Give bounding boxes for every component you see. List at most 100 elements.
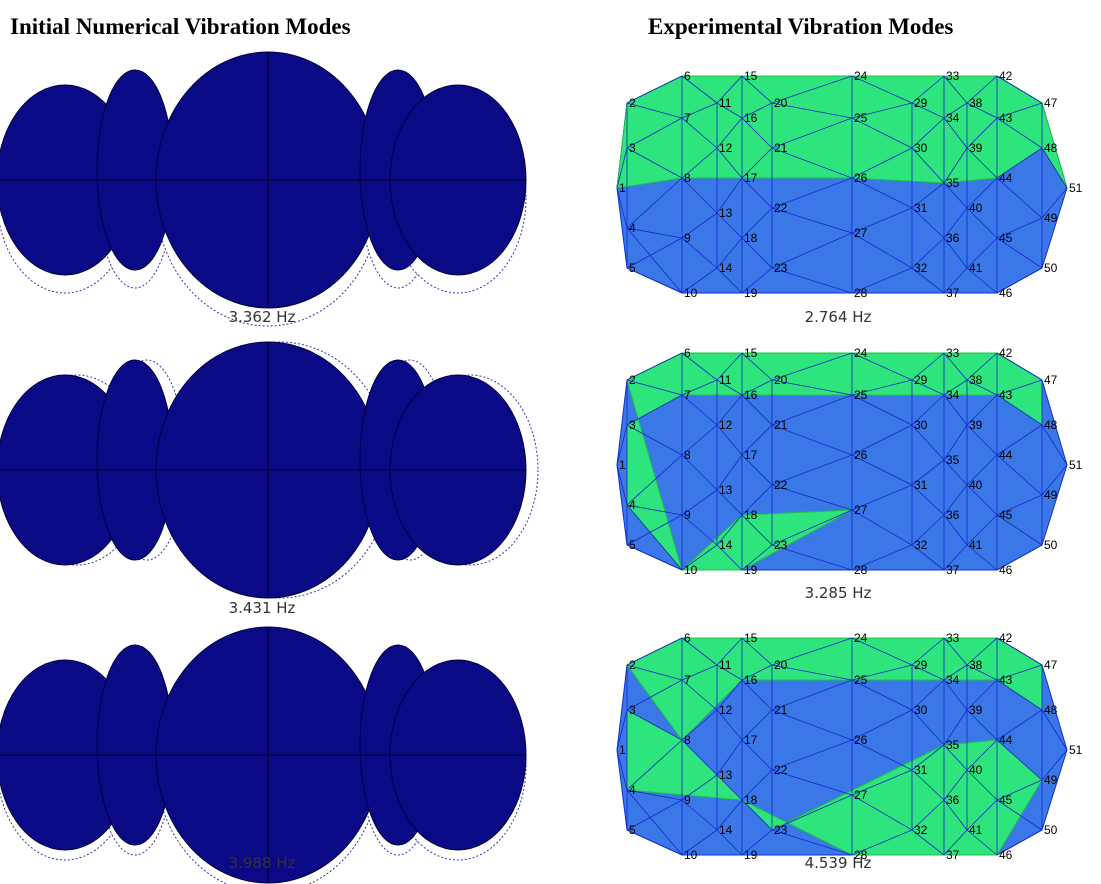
node-label: 4: [629, 221, 636, 235]
node-label: 7: [684, 673, 691, 687]
node-label: 49: [1044, 773, 1058, 787]
node-label: 43: [999, 111, 1013, 125]
node-label: 5: [629, 823, 636, 837]
node-label: 40: [969, 201, 983, 215]
node-label: 8: [684, 733, 691, 747]
node-label: 31: [914, 478, 928, 492]
node-label: 36: [946, 793, 960, 807]
node-label: 16: [744, 111, 758, 125]
node-label: 6: [684, 346, 691, 360]
node-label: 30: [914, 141, 928, 155]
node-label: 38: [969, 96, 983, 110]
node-label: 10: [684, 286, 698, 300]
node-label: 15: [744, 631, 758, 645]
node-label: 47: [1044, 96, 1058, 110]
node-label: 10: [684, 848, 698, 862]
experimental-panel: 1234567891011121314151617181920212223242…: [617, 631, 1083, 862]
frequency-label: 3.362 Hz: [229, 308, 296, 326]
node-label: 30: [914, 418, 928, 432]
node-label: 42: [999, 631, 1013, 645]
node-label: 7: [684, 111, 691, 125]
experimental-panel: 1234567891011121314151617181920212223242…: [617, 346, 1083, 577]
node-label: 34: [946, 388, 960, 402]
node-label: 46: [999, 286, 1013, 300]
node-label: 34: [946, 111, 960, 125]
node-label: 3: [629, 141, 636, 155]
node-label: 24: [854, 631, 868, 645]
node-label: 44: [999, 733, 1013, 747]
node-label: 9: [684, 793, 691, 807]
node-label: 51: [1069, 458, 1083, 472]
node-label: 15: [744, 69, 758, 83]
node-label: 23: [774, 538, 788, 552]
node-label: 19: [744, 563, 758, 577]
node-label: 41: [969, 538, 983, 552]
node-label: 4: [629, 498, 636, 512]
node-label: 9: [684, 231, 691, 245]
panels: 3.362 Hz3.431 Hz3.988 Hz1234567891011121…: [0, 0, 1101, 884]
node-label: 36: [946, 508, 960, 522]
node-label: 50: [1044, 538, 1058, 552]
node-label: 4: [629, 783, 636, 797]
node-label: 31: [914, 201, 928, 215]
node-label: 25: [854, 111, 868, 125]
node-label: 26: [854, 733, 868, 747]
node-label: 18: [744, 231, 758, 245]
node-label: 18: [744, 508, 758, 522]
node-label: 38: [969, 658, 983, 672]
node-label: 12: [719, 141, 733, 155]
node-label: 45: [999, 793, 1013, 807]
numerical-panel: [0, 627, 526, 884]
node-label: 6: [684, 631, 691, 645]
node-label: 47: [1044, 373, 1058, 387]
node-label: 11: [719, 96, 732, 110]
node-label: 29: [914, 373, 928, 387]
node-label: 20: [774, 373, 788, 387]
node-label: 16: [744, 388, 758, 402]
node-label: 37: [946, 286, 960, 300]
node-label: 19: [744, 286, 758, 300]
node-label: 32: [914, 261, 928, 275]
node-label: 23: [774, 823, 788, 837]
node-label: 1: [619, 743, 626, 757]
node-label: 11: [719, 658, 732, 672]
node-label: 50: [1044, 261, 1058, 275]
node-label: 22: [774, 478, 788, 492]
node-label: 16: [744, 673, 758, 687]
node-label: 15: [744, 346, 758, 360]
node-label: 32: [914, 538, 928, 552]
numerical-panel: [0, 342, 538, 598]
node-label: 12: [719, 418, 733, 432]
node-label: 7: [684, 388, 691, 402]
node-label: 40: [969, 763, 983, 777]
numerical-panel: [0, 52, 526, 326]
node-label: 49: [1044, 488, 1058, 502]
experimental-panel: 1234567891011121314151617181920212223242…: [617, 69, 1083, 300]
node-label: 46: [999, 563, 1013, 577]
node-label: 34: [946, 673, 960, 687]
node-label: 33: [946, 631, 960, 645]
node-label: 17: [744, 448, 758, 462]
node-label: 26: [854, 171, 868, 185]
node-label: 14: [719, 261, 733, 275]
node-label: 48: [1044, 141, 1058, 155]
node-label: 44: [999, 171, 1013, 185]
figure: Initial Numerical Vibration Modes Experi…: [0, 0, 1101, 884]
node-label: 28: [854, 563, 868, 577]
node-label: 33: [946, 346, 960, 360]
node-label: 33: [946, 69, 960, 83]
node-label: 17: [744, 733, 758, 747]
frequency-label: 3.285 Hz: [805, 584, 872, 602]
node-label: 2: [629, 96, 636, 110]
node-label: 31: [914, 763, 928, 777]
node-label: 14: [719, 538, 733, 552]
node-label: 40: [969, 478, 983, 492]
frequency-label: 3.431 Hz: [229, 599, 296, 617]
node-label: 47: [1044, 658, 1058, 672]
node-label: 2: [629, 373, 636, 387]
node-label: 46: [999, 848, 1013, 862]
node-label: 36: [946, 231, 960, 245]
node-label: 10: [684, 563, 698, 577]
node-label: 25: [854, 673, 868, 687]
node-label: 39: [969, 141, 983, 155]
